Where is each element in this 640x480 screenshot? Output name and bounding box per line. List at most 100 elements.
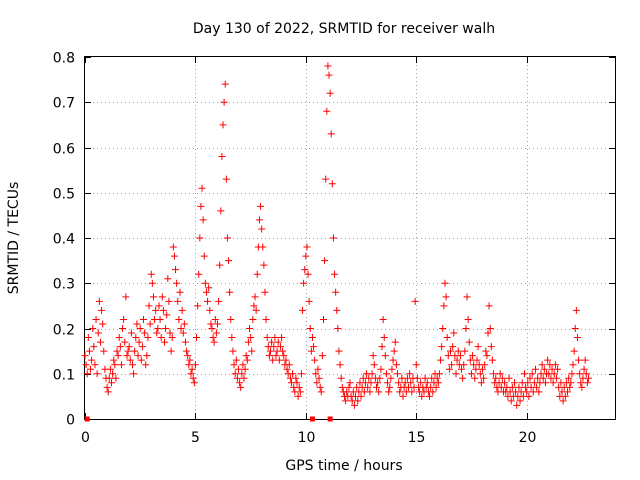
data-point (144, 334, 152, 342)
data-point (201, 279, 209, 287)
data-point (252, 306, 260, 314)
data-point (188, 365, 196, 373)
data-point (98, 306, 106, 314)
data-point (113, 347, 121, 355)
data-point (310, 343, 318, 351)
data-point (124, 347, 132, 355)
data-point (260, 261, 268, 269)
data-point (157, 334, 165, 342)
data-point (268, 338, 276, 346)
data-point (280, 352, 288, 360)
data-point (94, 329, 102, 337)
data-point (467, 370, 475, 378)
data-point (302, 252, 310, 260)
data-point (524, 379, 532, 387)
data-point (439, 325, 447, 332)
data-point (104, 388, 112, 396)
data-point (231, 370, 239, 378)
data-point (278, 334, 286, 342)
gap-marker (327, 416, 333, 422)
data-point (164, 275, 172, 283)
data-point (211, 315, 219, 323)
data-point (538, 361, 546, 369)
data-point (523, 388, 531, 396)
data-point (373, 383, 380, 391)
data-point (274, 338, 282, 346)
data-point (246, 325, 254, 332)
data-point (399, 392, 407, 400)
data-points (81, 62, 592, 409)
data-point (559, 397, 567, 405)
data-point (492, 374, 500, 382)
data-point (223, 234, 231, 242)
data-point (249, 315, 257, 323)
data-point (153, 329, 161, 337)
data-point (189, 374, 197, 382)
y-tick-label: 0.7 (53, 96, 75, 112)
data-point (571, 325, 579, 332)
data-point (575, 356, 583, 364)
data-point (417, 379, 425, 387)
data-point (345, 383, 353, 391)
gap-marker (309, 416, 315, 422)
data-point (343, 388, 351, 396)
data-point (194, 302, 202, 310)
data-point (90, 343, 98, 351)
data-point (162, 325, 170, 332)
data-point (477, 379, 485, 387)
data-point (220, 98, 228, 106)
data-point (133, 320, 141, 328)
data-point (167, 347, 175, 355)
data-point (105, 374, 113, 382)
data-point (408, 388, 416, 396)
data-point (202, 288, 210, 296)
y-axis-label: SRMTID / TECUs (6, 182, 22, 295)
grid-lines (85, 57, 615, 419)
data-point (134, 352, 142, 360)
data-point (165, 297, 173, 305)
data-point (289, 370, 297, 378)
data-point (257, 202, 265, 210)
data-point (127, 329, 135, 337)
data-point (365, 374, 373, 382)
data-point (564, 388, 572, 396)
data-point (549, 379, 557, 387)
data-point (525, 392, 533, 400)
data-point (406, 370, 414, 378)
data-point (390, 347, 398, 355)
data-point (581, 356, 589, 364)
data-point (396, 388, 404, 396)
data-point (450, 329, 458, 337)
data-point (454, 347, 462, 355)
data-point (191, 361, 199, 369)
data-point (205, 284, 213, 292)
data-point (498, 374, 506, 382)
data-point (566, 383, 574, 391)
data-point (241, 365, 249, 373)
data-point (138, 343, 146, 351)
data-point (316, 383, 324, 391)
data-point (483, 352, 491, 360)
gap-marker (84, 416, 90, 422)
data-point (565, 374, 573, 382)
data-point (490, 370, 498, 378)
data-point (125, 343, 133, 351)
data-point (311, 356, 319, 364)
x-tick-label: 15 (408, 430, 426, 446)
data-point (122, 293, 130, 301)
data-point (123, 352, 131, 360)
data-point (238, 370, 246, 378)
data-point (462, 325, 470, 332)
y-tick-label: 0 (66, 413, 75, 429)
data-point (434, 379, 442, 387)
data-point (338, 383, 346, 391)
data-point (228, 334, 236, 342)
data-point (520, 370, 528, 378)
data-point (501, 379, 509, 387)
data-point (166, 329, 174, 337)
data-point (572, 306, 580, 314)
data-point (128, 361, 136, 369)
data-point (143, 352, 151, 360)
data-point (251, 293, 259, 301)
y-tick-label: 0.3 (53, 277, 75, 293)
